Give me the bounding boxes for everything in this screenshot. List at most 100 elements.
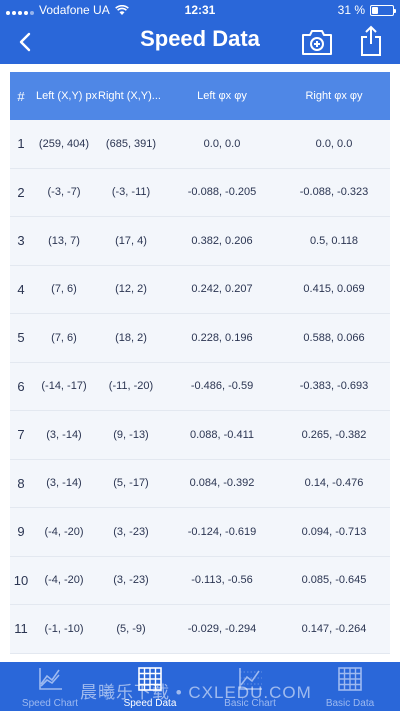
tab-label: Basic Chart — [224, 698, 276, 709]
basic-chart-icon — [239, 668, 262, 690]
table-row[interactable]: 8 (3, -14) (5, -17) 0.084, -0.392 0.14, -0.4… — [10, 459, 390, 508]
left-xy-cell: (7, 6) — [51, 331, 77, 344]
header-right-xy: Right (X,Y)... — [98, 90, 161, 102]
battery-icon — [370, 4, 396, 16]
table-row[interactable]: 5 (7, 6) (18, 2) 0.228, 0.196 0.588, 0.066 — [10, 314, 390, 363]
left-xy-cell: (-1, -10) — [44, 622, 84, 635]
left-xy-cell: (13, 7) — [48, 234, 80, 247]
left-phi-cell: -0.113, -0.56 — [191, 574, 253, 587]
tab-speed-data[interactable]: Speed Data — [100, 662, 200, 711]
left-phi-cell: 0.382, 0.206 — [191, 234, 253, 247]
header-left-phi: Left φx φy — [197, 90, 247, 102]
page-title: Speed Data — [140, 26, 260, 51]
grid-icon — [338, 667, 362, 691]
row-index: 4 — [17, 281, 25, 297]
left-phi-cell: -0.124, -0.619 — [187, 525, 257, 538]
right-xy-cell: (17, 4) — [115, 234, 147, 247]
left-xy-cell: (259, 404) — [38, 137, 90, 150]
row-index: 9 — [17, 524, 25, 540]
left-xy-cell: (7, 6) — [51, 283, 77, 296]
right-xy-cell: (3, -23) — [113, 574, 149, 587]
table-row[interactable]: 1 (259, 404) (685, 391) 0.0, 0.0 0.0, 0.0 — [10, 120, 390, 169]
header-left-xy: Left (X,Y) px — [36, 90, 98, 102]
table-header: # Left (X,Y) px Right (X,Y)... Left φx φ… — [10, 72, 390, 120]
right-phi-cell: 0.085, -0.645 — [301, 574, 367, 587]
left-xy-cell: (-4, -20) — [44, 574, 84, 587]
row-index: 5 — [17, 330, 25, 346]
status-left: Vodafone UA — [6, 3, 129, 17]
content-area[interactable]: # Left (X,Y) px Right (X,Y)... Left φx φ… — [0, 64, 400, 662]
left-phi-cell: 0.084, -0.392 — [189, 477, 255, 490]
row-index: 8 — [17, 475, 25, 491]
grid-icon — [138, 667, 162, 691]
tab-bar: Speed Chart Speed Data Basic Chart Basic… — [0, 662, 400, 711]
right-xy-cell: (3, -23) — [113, 525, 149, 538]
right-phi-cell: 0.265, -0.382 — [301, 428, 367, 441]
left-phi-cell: -0.088, -0.205 — [187, 186, 257, 199]
tab-label: Speed Chart — [21, 698, 79, 709]
navigation-bar: Speed Data — [0, 20, 400, 64]
table-row[interactable]: 3 (13, 7) (17, 4) 0.382, 0.206 0.5, 0.118 — [10, 217, 390, 266]
right-phi-cell: -0.383, -0.693 — [299, 380, 369, 393]
table-row[interactable]: 2 (-3, -7) (-3, -11) -0.088, -0.205 -0.088, … — [10, 168, 390, 217]
tab-label: Basic Data — [325, 698, 375, 709]
share-icon[interactable] — [358, 24, 384, 58]
row-index: 2 — [17, 184, 25, 200]
table-row[interactable]: 4 (7, 6) (12, 2) 0.242, 0.207 0.415, 0.069 — [10, 265, 390, 314]
right-phi-cell: 0.0, 0.0 — [315, 137, 353, 150]
tab-basic-data[interactable]: Basic Data — [300, 662, 400, 711]
table-row[interactable]: 9 (-4, -20) (3, -23) -0.124, -0.619 0.094, -… — [10, 508, 390, 557]
left-phi-cell: 0.088, -0.411 — [189, 428, 254, 441]
right-xy-cell: (18, 2) — [115, 331, 147, 344]
header-right-phi: Right φx φy — [305, 90, 363, 102]
right-xy-cell: (-11, -20) — [108, 380, 154, 393]
table-row[interactable]: 11 (-1, -10) (5, -9) -0.029, -0.294 0.147, -… — [10, 605, 390, 654]
battery-percentage: 31 % — [337, 3, 365, 17]
battery-level — [372, 6, 379, 14]
right-xy-cell: (5, -9) — [116, 622, 146, 635]
right-xy-cell: (5, -17) — [113, 477, 149, 490]
table-body: 1 (259, 404) (685, 391) 0.0, 0.0 0.0, 0.0 2 (-… — [10, 120, 390, 654]
header-index: # — [17, 88, 25, 104]
row-index: 10 — [13, 572, 29, 588]
tab-basic-chart[interactable]: Basic Chart — [200, 662, 300, 711]
status-time: 12:31 — [184, 3, 216, 17]
left-phi-cell: 0.228, 0.196 — [191, 331, 253, 344]
table-row[interactable]: 6 (-14, -17) (-11, -20) -0.486, -0.59 -0.383… — [10, 362, 390, 411]
left-phi-cell: 0.242, 0.207 — [191, 283, 253, 296]
row-index: 3 — [17, 233, 25, 249]
left-xy-cell: (3, -14) — [46, 477, 82, 490]
left-xy-cell: (3, -14) — [46, 428, 82, 441]
right-phi-cell: 0.147, -0.264 — [301, 622, 367, 635]
left-xy-cell: (-4, -20) — [44, 525, 84, 538]
row-index: 1 — [17, 136, 25, 152]
carrier-name: Vodafone UA — [39, 3, 110, 17]
speed-chart-icon — [39, 668, 62, 690]
tab-label: Speed Data — [123, 698, 177, 709]
wifi-icon — [114, 4, 129, 15]
right-xy-cell: (12, 2) — [115, 283, 147, 296]
row-index: 6 — [17, 378, 25, 394]
camera-add-icon[interactable] — [300, 26, 334, 58]
status-bar: Vodafone UA 12:31 31 % — [0, 0, 400, 20]
right-xy-cell: (9, -13) — [113, 428, 149, 441]
table-row[interactable]: 10 (-4, -20) (3, -23) -0.113, -0.56 0.085, -… — [10, 556, 390, 605]
right-phi-cell: -0.088, -0.323 — [299, 186, 369, 199]
watermark: 晨曦乐下载 • CXLEDU.COM — [80, 683, 312, 702]
right-phi-cell: 0.5, 0.118 — [309, 234, 359, 247]
tab-speed-chart[interactable]: Speed Chart — [0, 662, 100, 711]
signal-strength-icon — [6, 5, 34, 15]
status-right: 31 % — [337, 3, 396, 17]
left-xy-cell: (-14, -17) — [41, 380, 87, 393]
left-xy-cell: (-3, -7) — [47, 186, 81, 199]
right-xy-cell: (685, 391) — [105, 137, 157, 150]
left-phi-cell: 0.0, 0.0 — [203, 137, 241, 150]
right-phi-cell: 0.588, 0.066 — [303, 331, 365, 344]
right-phi-cell: 0.094, -0.713 — [301, 525, 367, 538]
right-phi-cell: 0.14, -0.476 — [304, 477, 364, 490]
row-index: 7 — [17, 427, 25, 443]
back-chevron-icon[interactable] — [12, 28, 40, 56]
left-phi-cell: -0.486, -0.59 — [190, 380, 254, 393]
table-row[interactable]: 7 (3, -14) (9, -13) 0.088, -0.411 0.265, -0.… — [10, 411, 390, 460]
row-index: 11 — [14, 621, 28, 637]
